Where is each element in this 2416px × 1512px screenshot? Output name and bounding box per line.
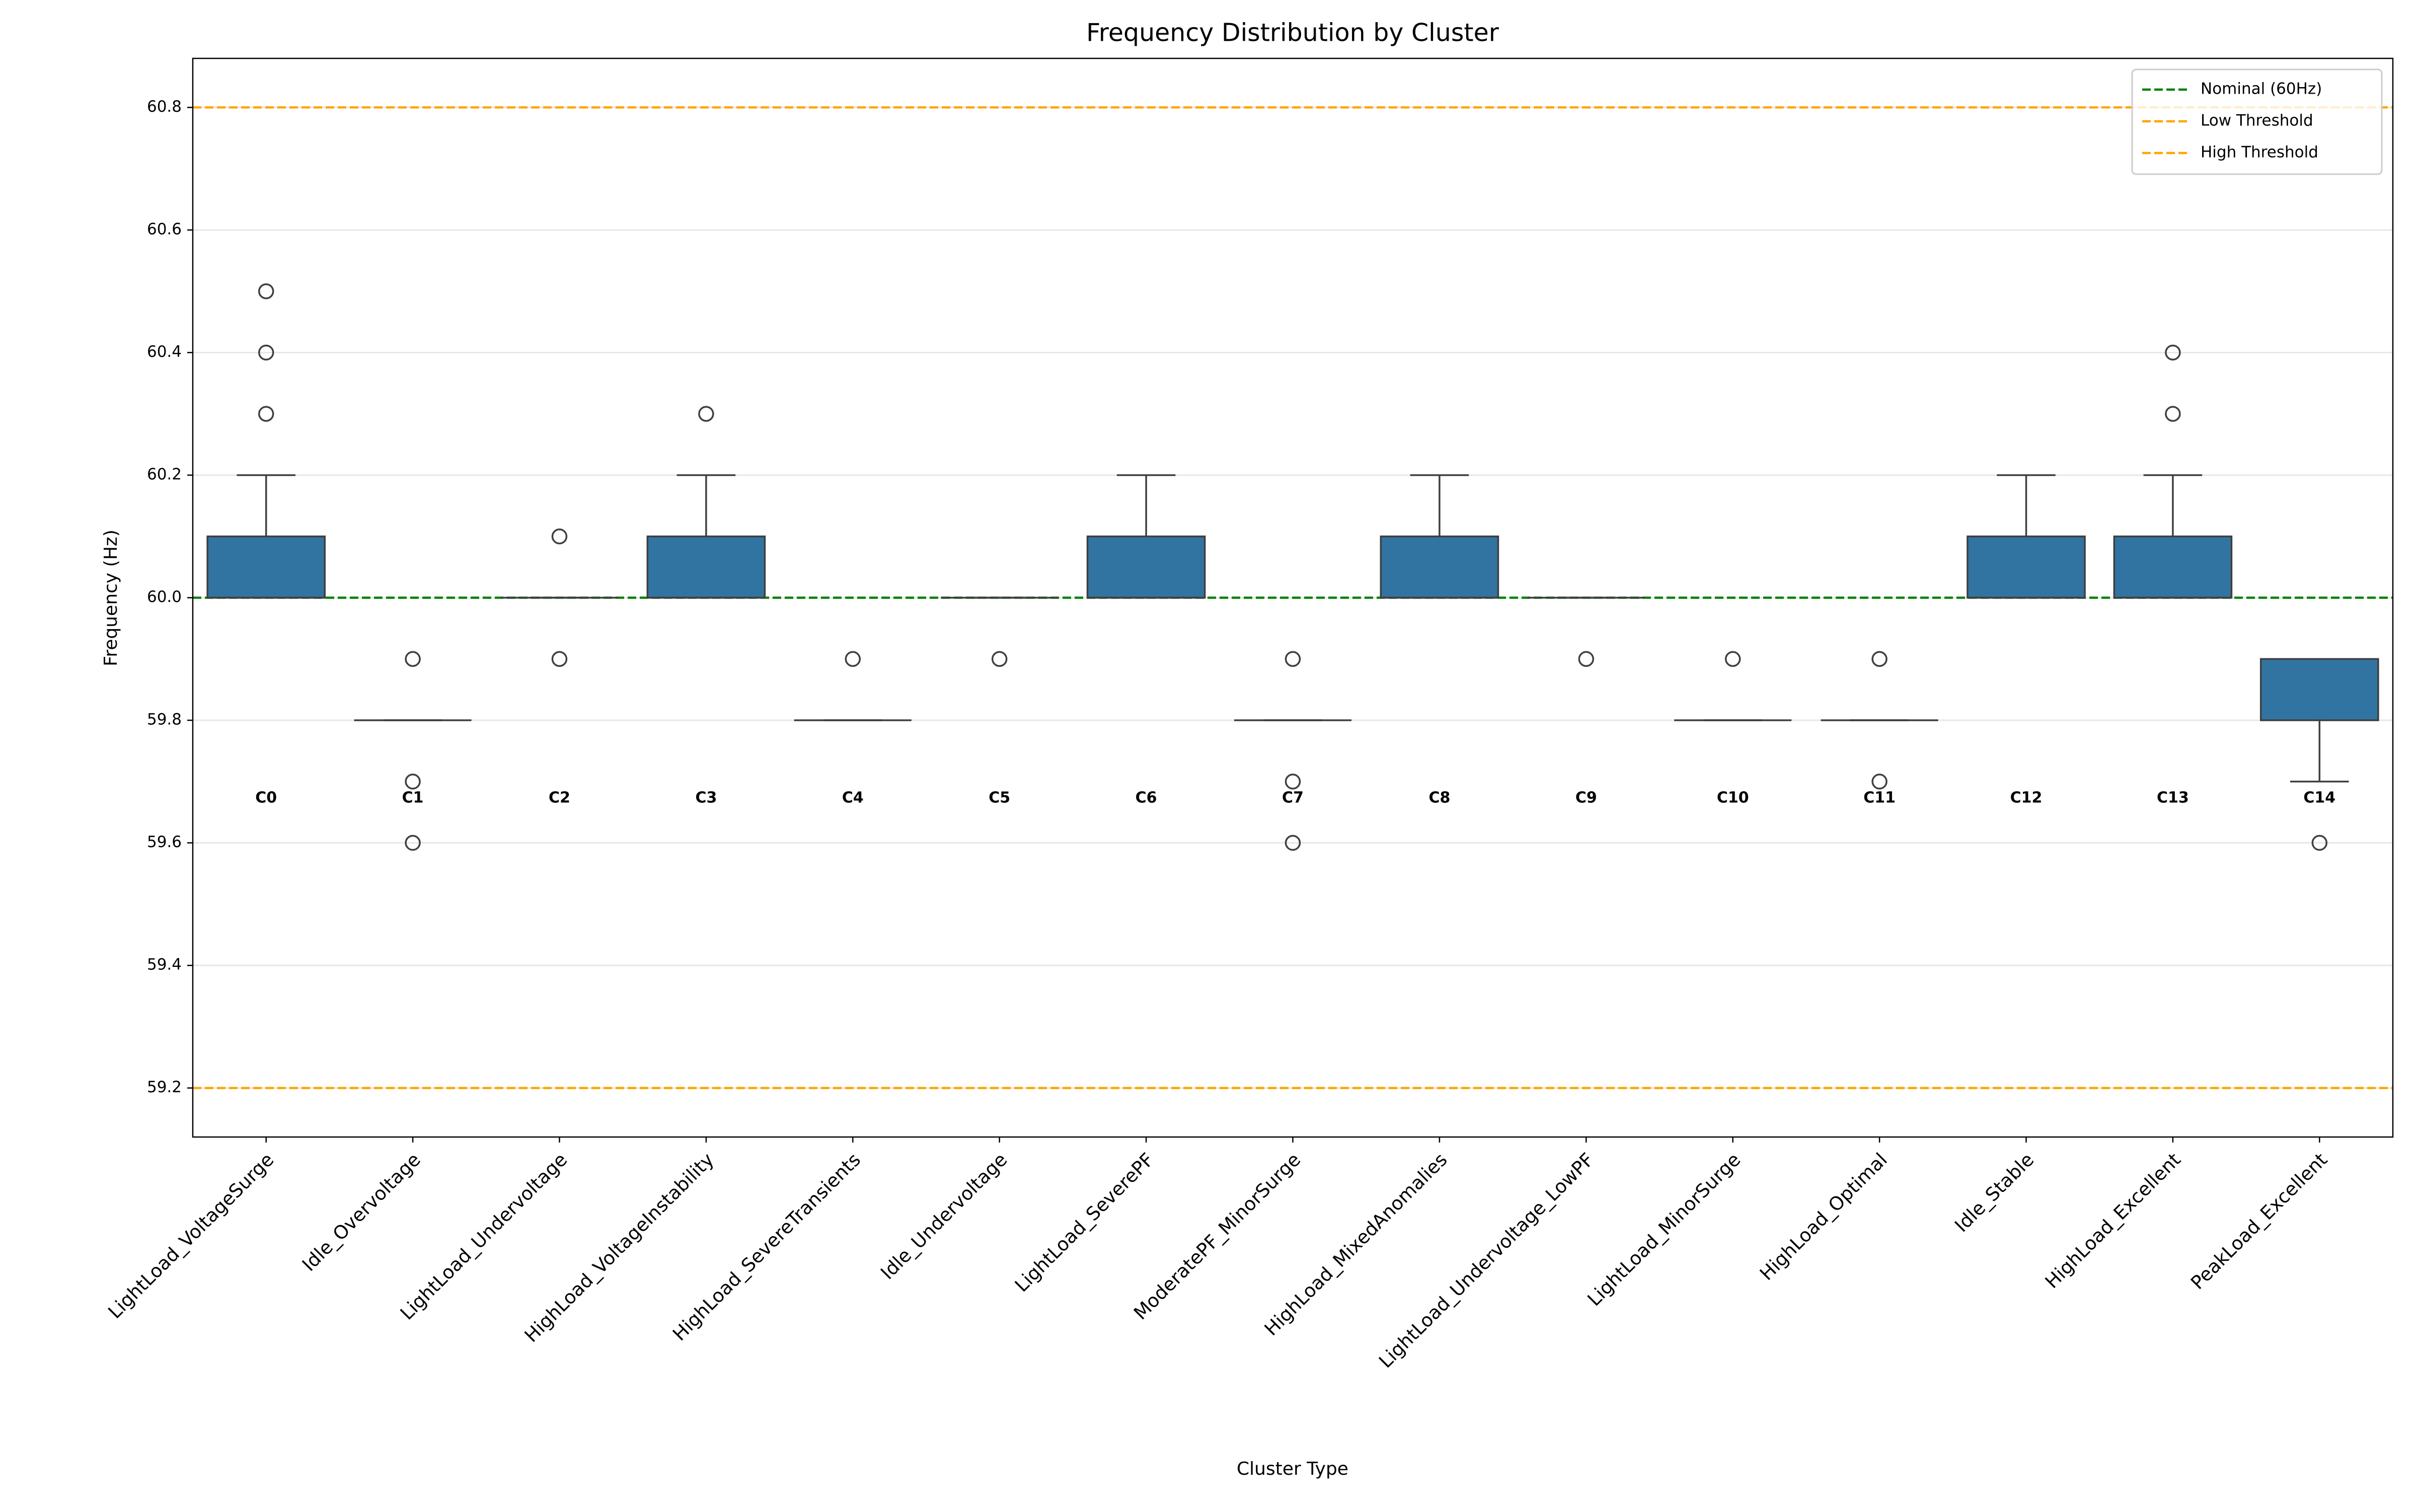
outlier (1285, 651, 1301, 667)
box (646, 535, 766, 599)
box (2259, 658, 2379, 721)
cluster-annotation: C14 (2303, 789, 2335, 807)
outlier (991, 651, 1008, 667)
outlier (2165, 344, 2181, 361)
legend-label: Low Threshold (2201, 112, 2313, 130)
outlier (405, 651, 421, 667)
outlier (1871, 774, 1887, 790)
y-tick-label: 60.2 (147, 465, 182, 483)
y-tick-label: 60.0 (147, 588, 182, 606)
box (1086, 535, 1206, 599)
y-tick-label: 59.4 (147, 956, 182, 974)
cluster-annotation: C10 (1717, 789, 1749, 807)
cluster-annotation: C0 (255, 789, 277, 807)
box (206, 535, 326, 599)
outlier (551, 651, 568, 667)
cluster-annotation: C4 (842, 789, 864, 807)
outlier (258, 406, 274, 422)
outlier (845, 651, 861, 667)
cluster-annotation: C7 (1282, 789, 1304, 807)
y-tick-label: 59.2 (147, 1078, 182, 1096)
box (1967, 535, 2086, 599)
outlier (1724, 651, 1741, 667)
chart-title: Frequency Distribution by Cluster (1086, 19, 1499, 47)
legend-box (2131, 68, 2383, 175)
y-tick-label: 60.6 (147, 220, 182, 238)
legend-label: High Threshold (2201, 143, 2318, 162)
cluster-annotation: C8 (1428, 789, 1450, 807)
cluster-annotation: C1 (402, 789, 424, 807)
outlier (1871, 651, 1887, 667)
outlier (405, 835, 421, 851)
outlier (1285, 774, 1301, 790)
x-axis-label: Cluster Type (1237, 1459, 1348, 1479)
y-tick-label: 59.8 (147, 711, 182, 729)
y-tick-label: 60.4 (147, 343, 182, 361)
cluster-annotation: C12 (2010, 789, 2043, 807)
outlier (405, 774, 421, 790)
box (1380, 535, 1499, 599)
cluster-annotation: C2 (549, 789, 570, 807)
cluster-annotation: C5 (989, 789, 1010, 807)
cluster-annotation: C9 (1575, 789, 1597, 807)
legend-label: Nominal (60Hz) (2201, 80, 2322, 98)
cluster-annotation: C11 (1863, 789, 1896, 807)
y-tick-label: 59.6 (147, 833, 182, 851)
cluster-annotation: C3 (695, 789, 717, 807)
y-tick-label: 60.8 (147, 98, 182, 116)
y-axis-label: Frequency (Hz) (101, 530, 121, 666)
outlier (1285, 835, 1301, 851)
plot-frame (192, 57, 2394, 1138)
cluster-annotation: C6 (1136, 789, 1157, 807)
outlier (698, 406, 714, 422)
outlier (258, 344, 274, 361)
cluster-annotation: C13 (2157, 789, 2189, 807)
outlier (258, 283, 274, 299)
outlier (2311, 835, 2328, 851)
box (2113, 535, 2233, 599)
outlier (1578, 651, 1595, 667)
outlier (551, 528, 568, 545)
outlier (2165, 406, 2181, 422)
